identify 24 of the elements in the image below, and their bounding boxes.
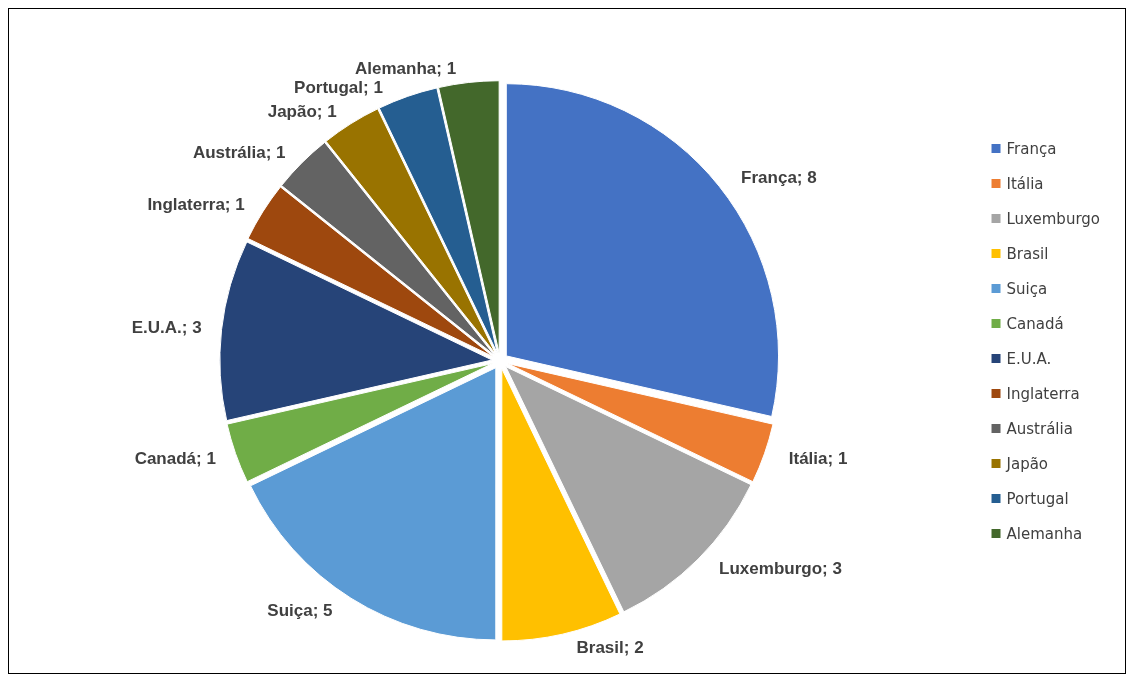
legend-label: Austrália <box>1006 419 1073 438</box>
legend-label: E.U.A. <box>1006 349 1052 368</box>
data-label: Austrália; 1 <box>192 143 286 163</box>
data-label: França; 8 <box>741 167 817 187</box>
legend-label: Inglaterra <box>1006 384 1080 403</box>
legend-label: França <box>1006 139 1057 158</box>
legend-label: Suiça <box>1006 279 1048 298</box>
data-label: Itália; 1 <box>788 448 848 468</box>
legend-label: Brasil <box>1006 244 1049 263</box>
legend-label: Alemanha <box>1006 524 1083 543</box>
data-label: Luxemburgo; 3 <box>719 559 842 579</box>
legend-label: Canadá <box>1006 314 1064 333</box>
data-label: Alemanha; 1 <box>355 59 457 79</box>
data-label: Brasil; 2 <box>576 638 644 658</box>
data-label: Portugal; 1 <box>294 78 383 98</box>
data-label: Japão; 1 <box>267 102 337 122</box>
data-label: Canadá; 1 <box>134 448 216 468</box>
legend-label: Japão <box>1005 454 1049 473</box>
data-label: E.U.A.; 3 <box>131 318 202 338</box>
legend-label: Portugal <box>1006 489 1069 508</box>
legend-label: Itália <box>1006 174 1044 193</box>
legend-label: Luxemburgo <box>1006 209 1101 228</box>
data-label: Inglaterra; 1 <box>147 194 245 214</box>
data-label: Suiça; 5 <box>267 600 333 620</box>
